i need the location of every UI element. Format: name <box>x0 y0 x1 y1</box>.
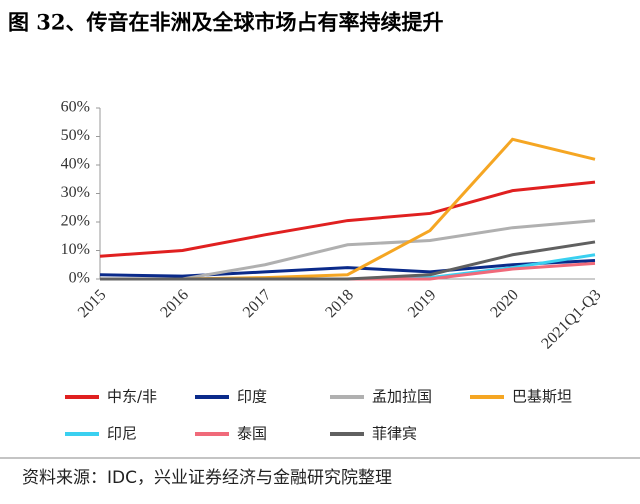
series-line <box>99 258 596 278</box>
x-tick-label: 2015 <box>75 286 110 321</box>
y-tick-label: 40% <box>61 156 90 173</box>
legend-label: 孟加拉国 <box>372 388 432 406</box>
series-line <box>99 180 596 258</box>
legend-label: 巴基斯坦 <box>512 388 572 406</box>
series-line <box>100 137 596 281</box>
chart-title: 图 32、传音在非洲及全球市场占有率持续提升 <box>8 10 444 35</box>
y-tick-label: 10% <box>61 241 90 258</box>
y-tick-label: 0% <box>69 270 90 287</box>
x-tick-label: 2017 <box>240 286 275 321</box>
y-tick-label: 50% <box>61 127 90 144</box>
y-tick-label: 30% <box>61 184 90 201</box>
legend-label: 中东/非 <box>107 388 157 406</box>
y-tick-label: 20% <box>61 213 90 230</box>
legend-label: 印尼 <box>107 425 137 443</box>
x-tick-label: 2018 <box>322 286 357 321</box>
source: 资料来源：IDC，兴业证券经济与金融研究院整理 <box>22 468 392 488</box>
legend-label: 菲律宾 <box>372 425 417 443</box>
x-tick-label: 2019 <box>405 286 440 321</box>
x-tick-label: 2016 <box>157 286 192 321</box>
series-line <box>100 240 596 281</box>
x-tick-label: 2020 <box>487 286 522 321</box>
legend-label: 印度 <box>237 388 267 406</box>
x-tick-label: 2021Q1-Q3 <box>538 286 604 352</box>
y-tick-label: 60% <box>61 99 90 116</box>
legend-label: 泰国 <box>237 425 267 443</box>
